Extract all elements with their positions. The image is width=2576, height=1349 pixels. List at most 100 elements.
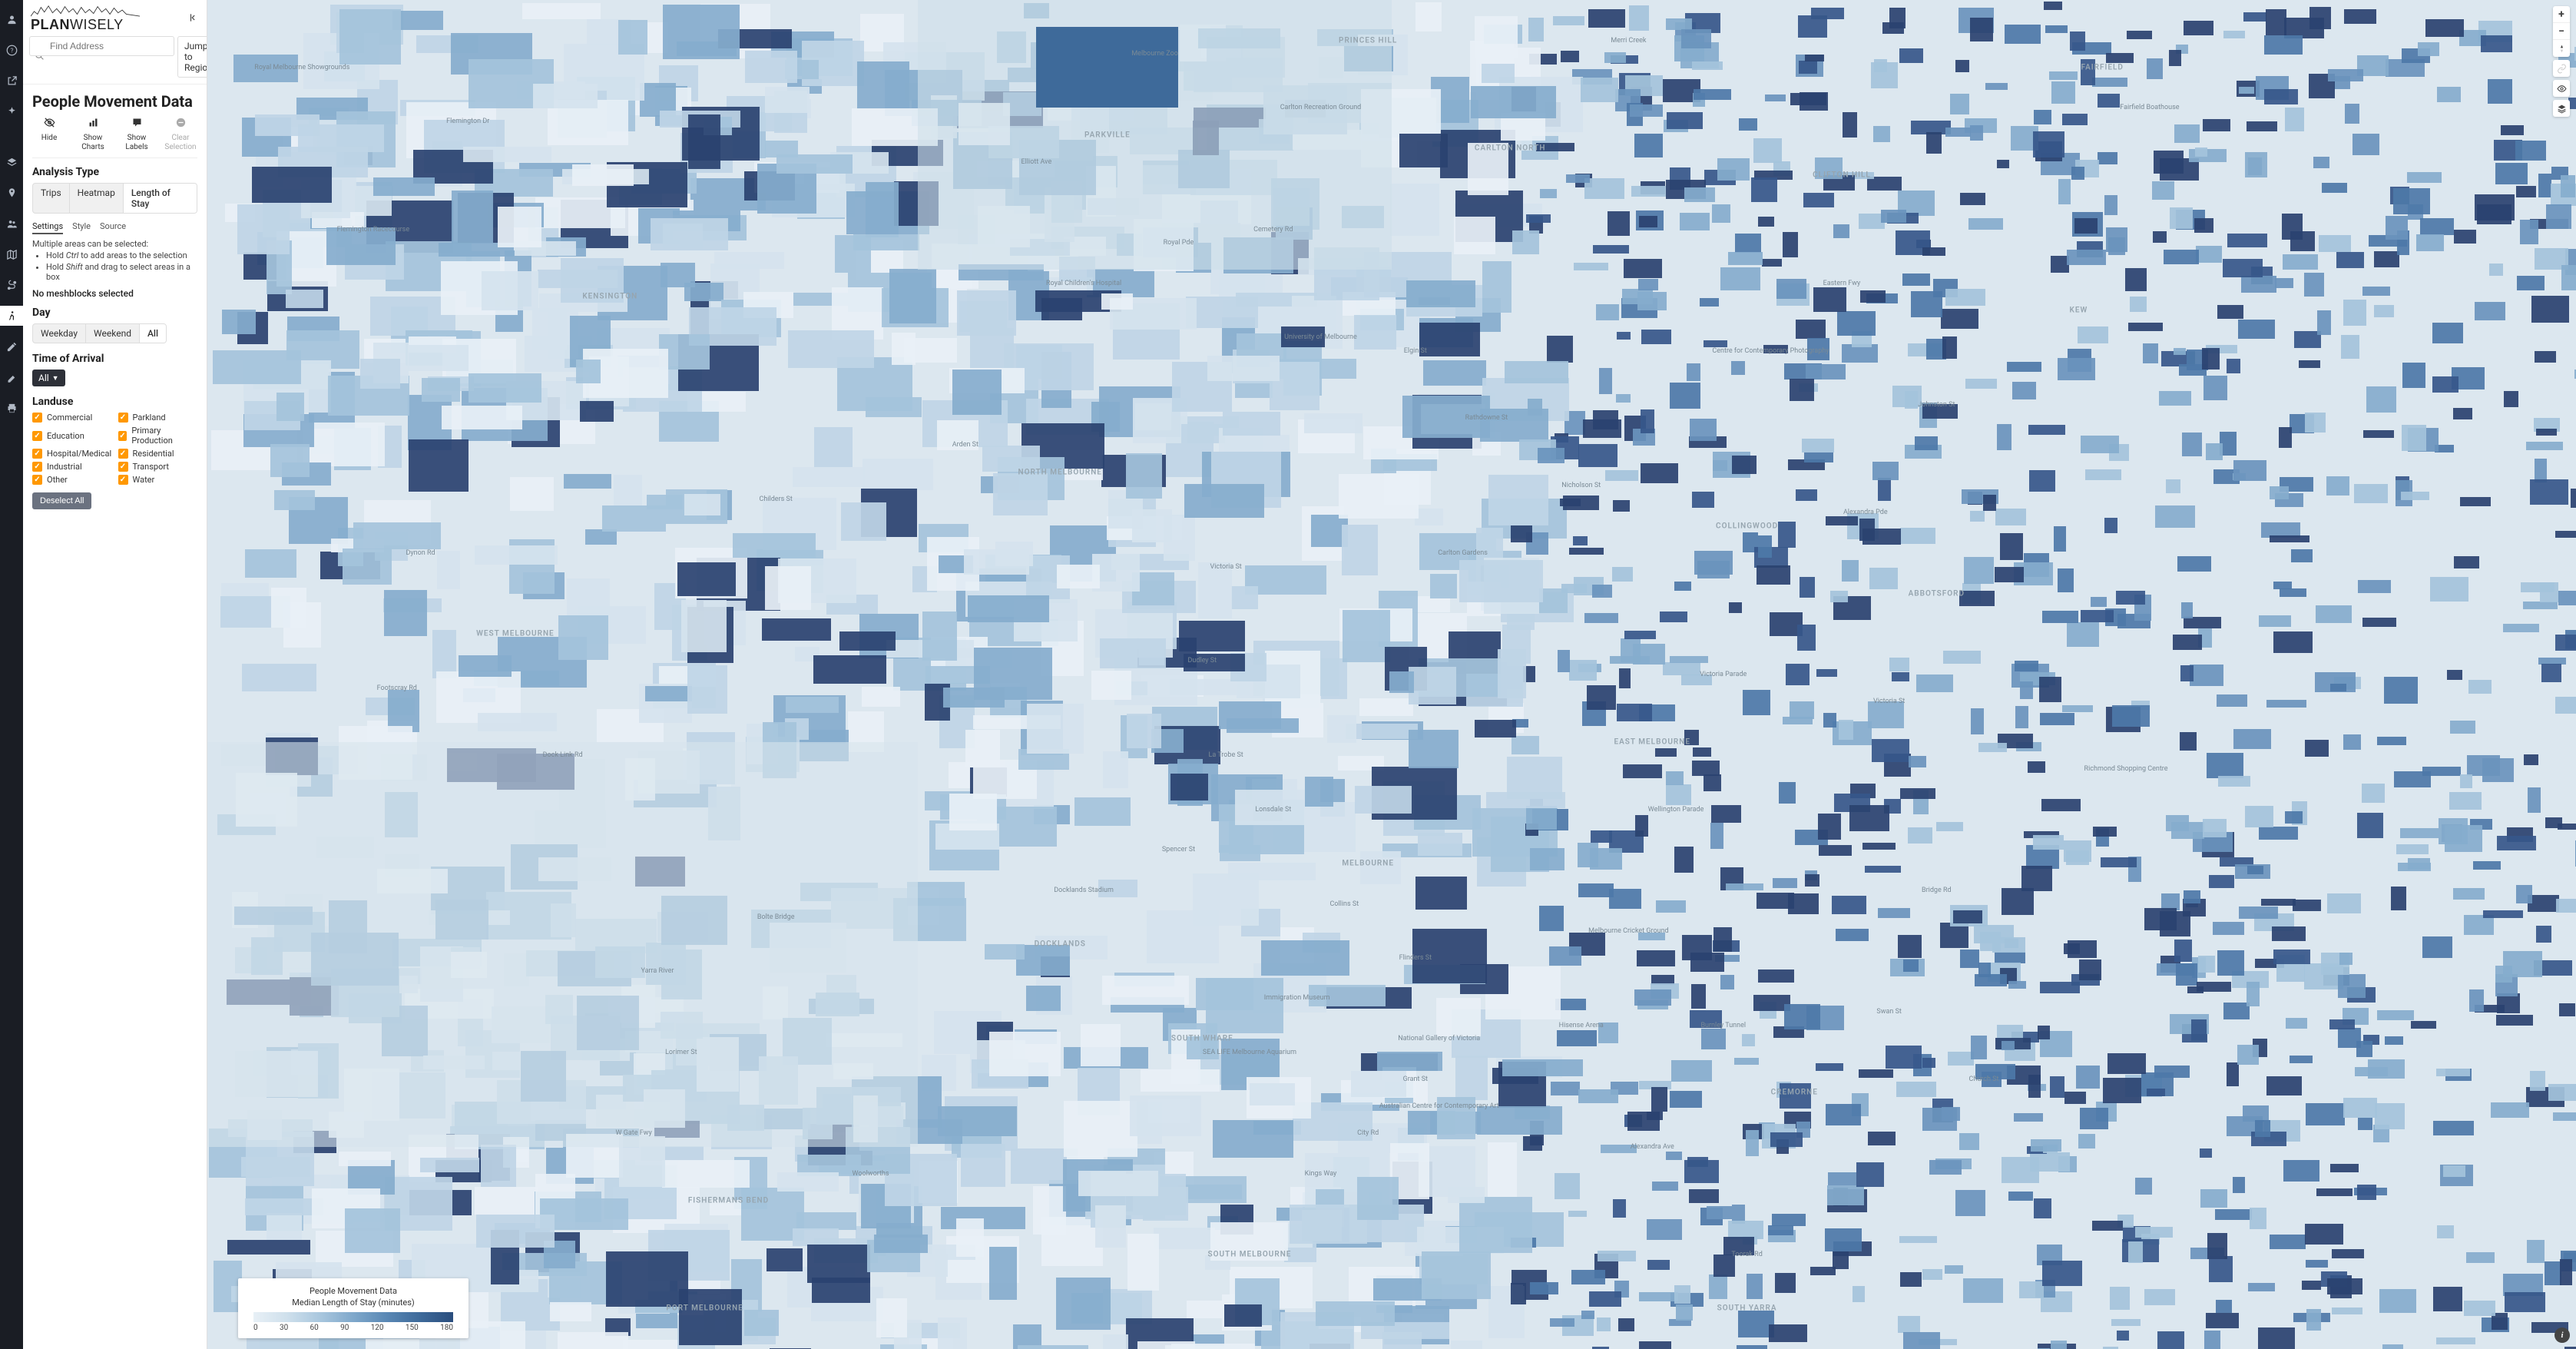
show-charts-button[interactable]: Show Charts bbox=[76, 117, 110, 151]
subtab-style[interactable]: Style bbox=[72, 221, 91, 234]
landuse-water[interactable]: ✓Water bbox=[118, 475, 198, 485]
rail-user-icon[interactable] bbox=[0, 9, 23, 29]
rail-route-icon[interactable] bbox=[0, 275, 23, 295]
selection-status: No meshblocks selected bbox=[32, 288, 197, 299]
tab-heatmap[interactable]: Heatmap bbox=[70, 184, 124, 213]
day-weekend[interactable]: Weekend bbox=[86, 324, 140, 343]
collapse-sidebar-icon[interactable] bbox=[188, 12, 199, 25]
landuse-industrial[interactable]: ✓Industrial bbox=[32, 462, 112, 472]
rail-pin-icon[interactable] bbox=[0, 183, 23, 203]
zoom-in-button[interactable]: + bbox=[2553, 6, 2570, 23]
rail-marker-icon[interactable] bbox=[0, 367, 23, 387]
landuse-hospital-medical[interactable]: ✓Hospital/Medical bbox=[32, 449, 112, 459]
choropleth-layer bbox=[207, 0, 2576, 1349]
comment-icon bbox=[131, 117, 143, 131]
rail-ai-icon[interactable] bbox=[0, 101, 23, 121]
day-tabs: Weekday Weekend All bbox=[32, 323, 167, 343]
checkbox-icon: ✓ bbox=[32, 413, 42, 423]
reset-north-button[interactable] bbox=[2553, 40, 2570, 57]
checkbox-icon: ✓ bbox=[118, 431, 127, 441]
rail-help-icon[interactable]: ? bbox=[0, 40, 23, 60]
rail-walk-icon[interactable] bbox=[0, 306, 23, 326]
legend-tick: 150 bbox=[406, 1324, 419, 1332]
legend-ticks: 0 30 60 90 120 150 180 bbox=[253, 1324, 453, 1332]
rail-share-icon[interactable] bbox=[0, 71, 23, 91]
subtabs: Settings Style Source bbox=[32, 221, 197, 234]
legend-tick: 120 bbox=[371, 1324, 384, 1332]
legend-tick: 60 bbox=[310, 1324, 319, 1332]
region-btn-label: Jump to Region bbox=[184, 41, 207, 73]
eye-slash-icon bbox=[44, 117, 55, 131]
checkbox-icon: ✓ bbox=[118, 475, 128, 485]
subtab-source[interactable]: Source bbox=[100, 221, 126, 234]
checkbox-icon: ✓ bbox=[32, 475, 42, 485]
basemap-layers-button[interactable] bbox=[2553, 100, 2570, 117]
clear-label-1: Clear bbox=[171, 134, 189, 143]
labels-label-1: Show bbox=[127, 134, 147, 143]
landuse-other[interactable]: ✓Other bbox=[32, 475, 112, 485]
hide-button[interactable]: Hide bbox=[32, 117, 66, 151]
day-weekday[interactable]: Weekday bbox=[33, 324, 86, 343]
day-all[interactable]: All bbox=[140, 324, 166, 343]
map-canvas[interactable]: Royal Melbourne ShowgroundsMelbourne Zoo… bbox=[207, 0, 2576, 1349]
logo-second: WISELY bbox=[70, 17, 124, 32]
legend-title: People Movement Data bbox=[253, 1286, 453, 1296]
clear-label-2: Selection bbox=[164, 143, 196, 152]
help-text: Multiple areas can be selected: Hold Ctr… bbox=[32, 239, 197, 282]
subtab-settings[interactable]: Settings bbox=[32, 221, 63, 234]
analysis-type-title: Analysis Type bbox=[32, 166, 197, 178]
clear-icon bbox=[175, 117, 187, 131]
checkbox-icon: ✓ bbox=[118, 449, 128, 459]
jump-to-region-button[interactable]: Jump to Region ▼ bbox=[177, 36, 207, 78]
sidebar-panel: PLANWISELY Jump to Region ▼ People Movem… bbox=[23, 0, 207, 1349]
checkbox-icon: ✓ bbox=[118, 413, 128, 423]
rail-layers-icon[interactable] bbox=[0, 152, 23, 172]
landuse-title: Landuse bbox=[32, 396, 197, 408]
show-labels-button[interactable]: Show Labels bbox=[120, 117, 154, 151]
labels-label-2: Labels bbox=[125, 143, 147, 152]
landuse-primary-production[interactable]: ✓Primary Production bbox=[118, 426, 198, 446]
landuse-commercial[interactable]: ✓Commercial bbox=[32, 413, 112, 423]
landuse-education[interactable]: ✓Education bbox=[32, 426, 112, 446]
help-intro: Multiple areas can be selected: bbox=[32, 239, 197, 249]
checkbox-icon: ✓ bbox=[32, 449, 42, 459]
visibility-button[interactable] bbox=[2553, 80, 2570, 97]
rail-map-icon[interactable] bbox=[0, 244, 23, 264]
chart-icon bbox=[88, 117, 99, 131]
checkbox-icon: ✓ bbox=[118, 462, 128, 472]
svg-text:?: ? bbox=[10, 46, 13, 54]
time-of-arrival-select[interactable]: All ▼ bbox=[32, 370, 65, 386]
time-value: All bbox=[38, 373, 49, 383]
rail-pencil-icon[interactable] bbox=[0, 336, 23, 356]
time-title: Time of Arrival bbox=[32, 353, 197, 365]
zoom-out-button[interactable]: − bbox=[2553, 23, 2570, 40]
landuse-residential[interactable]: ✓Residential bbox=[118, 449, 198, 459]
legend-tick: 30 bbox=[280, 1324, 288, 1332]
caret-down-icon: ▼ bbox=[52, 374, 59, 383]
charts-label-1: Show bbox=[84, 134, 103, 143]
analysis-type-tabs: Trips Heatmap Length of Stay bbox=[32, 183, 197, 214]
rail-people-icon[interactable] bbox=[0, 214, 23, 234]
landuse-parkland[interactable]: ✓Parkland bbox=[118, 413, 198, 423]
tab-trips[interactable]: Trips bbox=[33, 184, 70, 213]
landuse-transport[interactable]: ✓Transport bbox=[118, 462, 198, 472]
logo-first: PLAN bbox=[31, 17, 70, 32]
legend-tick: 0 bbox=[253, 1324, 258, 1332]
tab-length-of-stay[interactable]: Length of Stay bbox=[124, 184, 197, 213]
skyline-icon bbox=[31, 5, 140, 17]
help-line-1: Hold Ctrl to add areas to the selection bbox=[46, 250, 197, 260]
legend-tick: 90 bbox=[340, 1324, 349, 1332]
find-address-input[interactable] bbox=[29, 36, 174, 56]
charts-label-2: Charts bbox=[81, 143, 104, 152]
link-button[interactable] bbox=[2553, 60, 2570, 77]
hide-label: Hide bbox=[41, 134, 58, 143]
rail-print-icon[interactable] bbox=[0, 398, 23, 418]
deselect-all-button[interactable]: Deselect All bbox=[32, 492, 91, 509]
clear-selection-button[interactable]: Clear Selection bbox=[164, 117, 197, 151]
checkbox-icon: ✓ bbox=[32, 431, 42, 441]
day-title: Day bbox=[32, 307, 197, 319]
nav-rail: ? bbox=[0, 0, 23, 1349]
action-toolbar: Hide Show Charts Show Labels Clear Selec… bbox=[32, 117, 197, 158]
info-button[interactable]: i bbox=[2554, 1327, 2570, 1343]
help-line-2: Hold Shift and drag to select areas in a… bbox=[46, 262, 197, 282]
